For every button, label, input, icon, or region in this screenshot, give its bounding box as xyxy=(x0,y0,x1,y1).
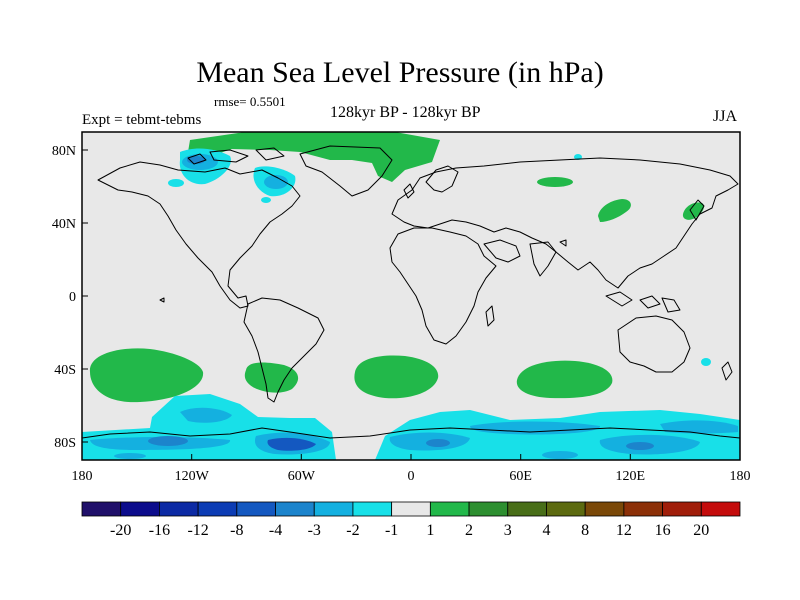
x-tick-60e: 60E xyxy=(509,454,532,484)
colorbar-box xyxy=(546,501,586,517)
colorbar-label: 20 xyxy=(693,522,709,539)
positive-region-south-indian xyxy=(516,360,613,399)
y-axis: 80N 40N 0 40S 80S xyxy=(52,144,88,451)
x-tick-label-180w: 180 xyxy=(72,469,93,484)
x-tick-0: 0 xyxy=(408,454,415,484)
y-tick-label-40n: 40N xyxy=(52,217,76,232)
x-axis: 180 120W 60W 0 60E 120E 180 xyxy=(72,454,751,484)
colorbar-box xyxy=(391,501,431,517)
colorbar-box xyxy=(352,501,393,517)
x-tick-120w: 120W xyxy=(175,454,210,484)
colorbar-box xyxy=(197,501,238,517)
colorbar-box xyxy=(623,501,663,517)
x-tick-label-120e: 120E xyxy=(616,469,646,484)
colorbar-label: 2 xyxy=(465,522,473,539)
x-tick-180w: 180 xyxy=(72,469,93,484)
positive-region-south-pacific xyxy=(89,348,204,403)
y-tick-label-80n: 80N xyxy=(52,144,76,159)
map-title: Mean Sea Level Pressure (in hPa) xyxy=(196,56,604,89)
colorbar-label: 3 xyxy=(504,522,512,539)
season-label: JJA xyxy=(713,108,738,125)
colorbar-label: -20 xyxy=(110,522,131,539)
y-tick-label-0: 0 xyxy=(69,290,76,305)
colorbar-box xyxy=(313,501,354,517)
positive-region-south-america xyxy=(244,362,299,393)
positive-region-arctic xyxy=(188,132,440,182)
x-tick-120e: 120E xyxy=(616,454,646,484)
colorbar-box xyxy=(507,501,547,517)
x-tick-label-60w: 60W xyxy=(288,469,316,484)
x-tick-60w: 60W xyxy=(288,454,316,484)
period-label: 128kyr BP - 128kyr BP xyxy=(330,104,481,121)
x-tick-label-180e: 180 xyxy=(730,469,751,484)
y-tick-label-80s: 80S xyxy=(54,436,76,451)
positive-region-south-atlantic xyxy=(354,355,439,399)
rmse-label: rmse= 0.5501 xyxy=(214,94,286,109)
positive-region-east-asia xyxy=(682,202,705,220)
colorbar-label: -12 xyxy=(187,522,208,539)
y-tick-40n: 40N xyxy=(52,217,88,232)
colorbar-box xyxy=(236,501,276,517)
colorbar: -20 -16 -12 -8 -4 -3 -2 -1 1 2 3 4 8 12 16 20 xyxy=(81,501,741,539)
x-tick-180e: 180 xyxy=(730,469,751,484)
colorbar-label: 1 xyxy=(426,522,434,539)
colorbar-box xyxy=(159,501,199,517)
colorbar-label: 12 xyxy=(616,522,632,539)
y-tick-label-40s: 40S xyxy=(54,363,76,378)
colorbar-label: 4 xyxy=(542,522,550,539)
colorbar-box xyxy=(275,501,315,517)
y-tick-0: 0 xyxy=(69,290,88,305)
y-tick-80s: 80S xyxy=(54,436,88,451)
positive-region-central-asia xyxy=(598,199,631,222)
colorbar-box xyxy=(429,501,470,517)
coastlines xyxy=(82,145,740,439)
anomaly-shading xyxy=(82,132,740,460)
y-tick-40s: 40S xyxy=(54,363,88,378)
colorbar-box xyxy=(662,501,702,517)
colorbar-box xyxy=(468,501,509,517)
colorbar-label: -3 xyxy=(308,522,321,539)
colorbar-label: 16 xyxy=(655,522,671,539)
y-tick-80n: 80N xyxy=(52,144,88,159)
colorbar-label: -4 xyxy=(269,522,282,539)
colorbar-label: -8 xyxy=(230,522,243,539)
x-tick-label-120w: 120W xyxy=(175,469,210,484)
colorbar-box xyxy=(584,501,625,517)
experiment-label: Expt = tebmt-tebms xyxy=(82,112,202,128)
colorbar-label: -16 xyxy=(149,522,170,539)
colorbar-box xyxy=(120,501,160,517)
colorbar-label: -2 xyxy=(346,522,359,539)
colorbar-box xyxy=(81,501,122,517)
colorbar-label: -1 xyxy=(385,522,398,539)
colorbar-box xyxy=(700,501,741,517)
x-tick-label-0: 0 xyxy=(408,469,415,484)
colorbar-label: 8 xyxy=(581,522,589,539)
x-tick-label-60e: 60E xyxy=(509,469,532,484)
